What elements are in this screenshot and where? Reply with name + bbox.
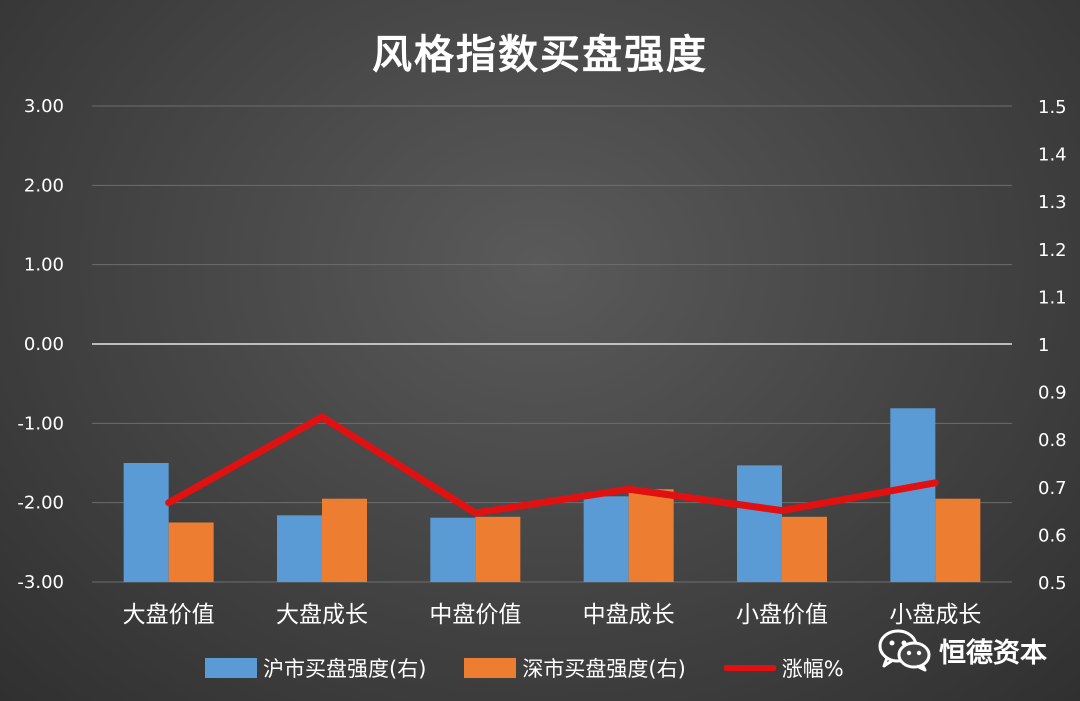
bar-sh	[430, 517, 476, 582]
legend-item-sh: 沪市买盘强度(右)	[205, 653, 426, 683]
x-tick-label: 大盘价值	[123, 602, 215, 628]
x-tick-label: 中盘成长	[583, 602, 675, 628]
legend-swatch-sh	[205, 658, 257, 678]
y-right-tick-label: 1.1	[1038, 287, 1067, 308]
y-right-tick-label: 1.3	[1038, 192, 1067, 213]
x-tick-label: 小盘价值	[736, 602, 828, 628]
x-tick-label: 小盘成长	[889, 602, 981, 628]
y-left-tick-label: 3.00	[24, 96, 64, 117]
y-left-tick-label: -3.00	[17, 572, 64, 593]
y-right-tick-label: 0.6	[1038, 525, 1067, 546]
bar-sz	[322, 498, 367, 582]
bar-sh	[737, 465, 782, 582]
y-right-tick-label: 0.8	[1038, 430, 1067, 451]
bar-sh	[123, 463, 169, 582]
y-right-tick-label: 1	[1038, 335, 1049, 356]
y-right-tick-label: 1.2	[1038, 240, 1067, 261]
bar-sh	[890, 408, 936, 582]
legend-label-sh: 沪市买盘强度(右)	[263, 657, 427, 681]
y-left-tick-label: -2.00	[17, 493, 64, 514]
bar-sz	[782, 516, 827, 582]
y-left-tick-label: 2.00	[24, 175, 64, 196]
bar-sh	[583, 496, 629, 582]
y-left-tick-label: -1.00	[17, 413, 64, 434]
x-tick-label: 中盘价值	[429, 602, 521, 628]
bar-sz	[935, 498, 981, 582]
legend-swatch-sz	[464, 658, 517, 678]
y-right-tick-label: 0.5	[1038, 573, 1067, 594]
wechat-icon	[878, 629, 931, 672]
watermark-text: 恒德资本	[939, 637, 1047, 669]
chart-legend: 沪市买盘强度(右) 深市买盘强度(右) 涨幅%	[205, 652, 882, 684]
legend-swatch-change	[723, 665, 776, 671]
y-right-tick-label: 1.4	[1038, 145, 1067, 166]
watermark: 恒德资本	[877, 628, 1047, 672]
bar-sz	[168, 522, 214, 582]
legend-item-change: 涨幅%	[723, 653, 844, 683]
y-right-tick-label: 0.7	[1038, 478, 1067, 499]
legend-label-sz: 深市买盘强度(右)	[522, 657, 686, 681]
bar-sz	[475, 516, 521, 582]
line-change	[165, 413, 939, 517]
chart-title: 风格指数买盘强度	[372, 31, 708, 78]
bar-sz	[628, 489, 674, 582]
x-tick-label: 大盘成长	[276, 602, 368, 628]
bar-sh	[277, 515, 322, 582]
y-right-tick-label: 1.5	[1038, 97, 1067, 118]
legend-item-sz: 深市买盘强度(右)	[464, 653, 686, 683]
legend-label-change: 涨幅%	[781, 657, 844, 681]
y-left-tick-label: 1.00	[24, 255, 64, 276]
y-right-tick-label: 0.9	[1038, 383, 1067, 404]
y-left-tick-label: 0.00	[24, 334, 64, 355]
